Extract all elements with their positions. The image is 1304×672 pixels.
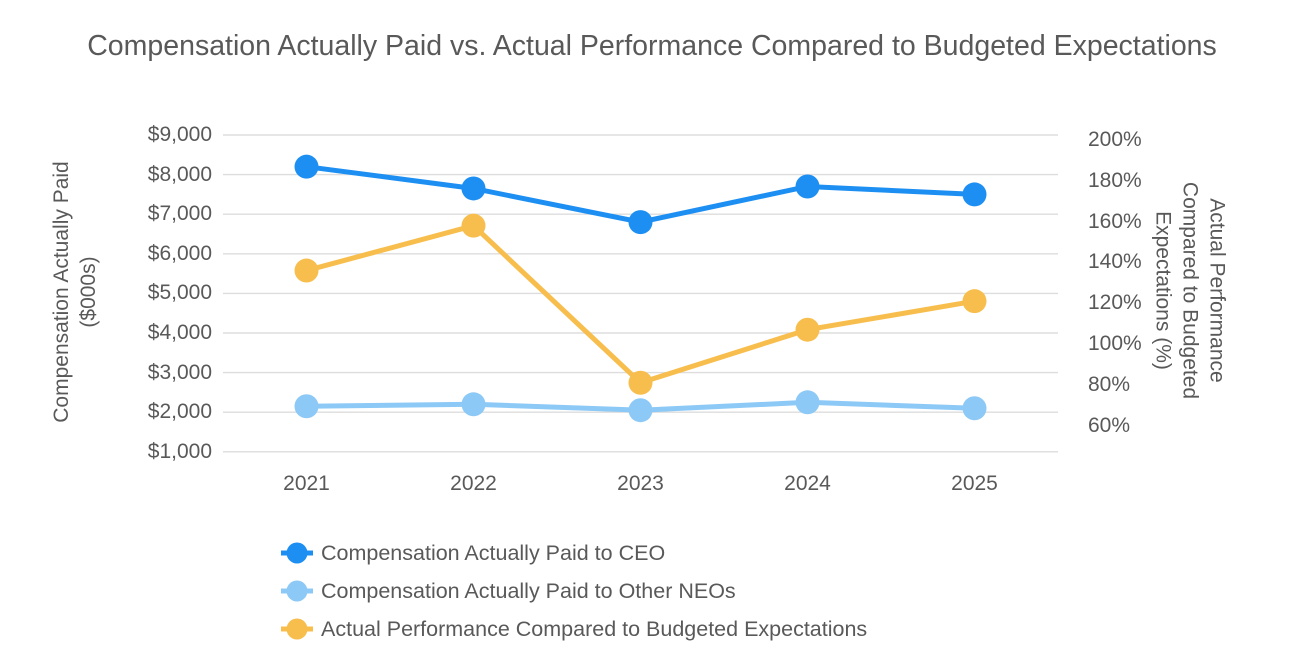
data-point-marker — [795, 317, 820, 342]
right-axis-tick: 80% — [1088, 372, 1131, 396]
data-point-marker — [461, 213, 486, 238]
legend-item: Compensation Actually Paid to CEO — [281, 534, 867, 572]
left-axis-tick: $3,000 — [147, 360, 212, 384]
x-axis-tick: 2025 — [951, 472, 998, 495]
data-point-marker — [628, 370, 653, 395]
left-axis-tick: $4,000 — [147, 321, 212, 344]
legend-label: Compensation Actually Paid to CEO — [321, 540, 666, 565]
legend-item: Compensation Actually Paid to Other NEOs — [281, 572, 867, 610]
right-axis-title: Actual Performance Compared to Budgeted … — [1151, 181, 1229, 400]
x-axis-tick: 2022 — [450, 472, 497, 495]
left-axis-tick: $2,000 — [147, 400, 212, 424]
data-point-marker — [795, 390, 820, 415]
data-point-marker — [294, 394, 319, 419]
legend-marker-icon — [281, 579, 313, 603]
left-axis-tick: $1,000 — [147, 439, 212, 463]
legend-label: Actual Performance Compared to Budgeted … — [321, 616, 868, 641]
data-point-marker — [962, 289, 987, 314]
chart-title: Compensation Actually Paid vs. Actual Pe… — [87, 30, 1217, 62]
right-axis-tick: 100% — [1088, 332, 1142, 355]
legend-label: Compensation Actually Paid to Other NEOs — [321, 578, 736, 603]
legend-item: Actual Performance Compared to Budgeted … — [281, 610, 867, 648]
data-point-marker — [962, 396, 987, 421]
x-axis-tick: 2021 — [283, 472, 330, 495]
data-point-marker — [628, 210, 653, 235]
data-point-marker — [795, 174, 820, 199]
right-axis-tick: 200% — [1088, 128, 1142, 151]
data-point-marker — [294, 154, 319, 179]
legend-marker-icon — [281, 617, 313, 641]
x-axis-tick: 2023 — [617, 472, 664, 495]
right-axis-tick: 160% — [1088, 209, 1142, 233]
right-axis-tick: 60% — [1088, 413, 1131, 437]
right-axis-tick: 120% — [1088, 291, 1142, 315]
plot-area — [223, 134, 1058, 453]
data-point-marker — [461, 392, 486, 417]
series-line — [305, 222, 975, 386]
right-axis-tick: 180% — [1088, 168, 1142, 192]
data-point-marker — [294, 258, 319, 283]
left-axis-tick: $5,000 — [147, 281, 212, 305]
left-axis-tick: $6,000 — [147, 241, 212, 265]
left-axis-tick: $9,000 — [147, 123, 212, 146]
data-point-marker — [461, 176, 486, 201]
data-point-marker — [628, 398, 653, 423]
left-axis-tick: $7,000 — [147, 202, 212, 226]
legend-marker-icon — [281, 541, 313, 565]
left-axis-tick: $8,000 — [147, 162, 212, 186]
data-point-marker — [962, 182, 987, 207]
right-axis-tick: 140% — [1088, 250, 1142, 274]
legend: Compensation Actually Paid to CEO Compens… — [281, 534, 867, 648]
x-axis-tick: 2024 — [784, 472, 831, 495]
